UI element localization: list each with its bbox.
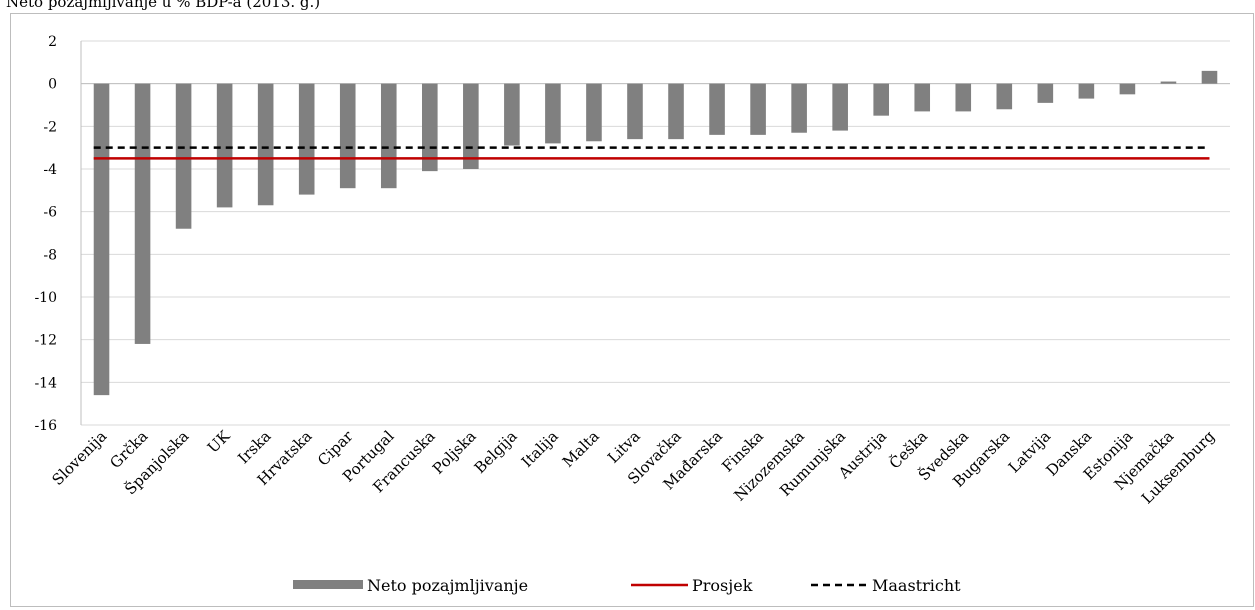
- bar-mađarska: [709, 83, 725, 135]
- x-tick-label: Luksemburg: [1138, 427, 1219, 508]
- bar-nizozemska: [791, 83, 807, 133]
- y-tick-label: -16: [34, 418, 57, 434]
- bar-poljska: [463, 83, 479, 169]
- y-tick-label: -6: [43, 205, 57, 221]
- bar-grčka: [134, 83, 151, 344]
- bar-irska: [257, 83, 274, 206]
- y-tick-label: -4: [43, 162, 57, 178]
- y-tick-labels: 2 0 -2 -4 -6 -8 -10 -12 -14 -16: [34, 34, 57, 434]
- bar-latvija: [1037, 83, 1054, 103]
- bar-italija: [545, 83, 561, 144]
- gridlines: [80, 40, 1230, 426]
- chart-caption-fragment: Neto pozajmljivanje u % BDP-a (2013. g.): [6, 0, 321, 11]
- bar-portugal: [380, 83, 397, 189]
- y-tick-label: 0: [48, 77, 57, 93]
- bar-chart: 2 0 -2 -4 -6 -8 -10 -12 -14 -16 SlovenijaGrčkaŠpa…: [34, 34, 1230, 595]
- bar-francuska: [422, 83, 438, 172]
- bar-španjolska: [175, 83, 192, 229]
- x-tick-label: Belgija: [471, 427, 521, 477]
- bar-luksemburg: [1201, 70, 1218, 84]
- y-tick-label: -2: [43, 119, 57, 135]
- y-tick-label: -12: [34, 333, 57, 349]
- bars: [93, 70, 1218, 396]
- legend-label: Prosjek: [692, 576, 753, 595]
- bar-belgija: [504, 83, 520, 146]
- x-tick-label: Slovenija: [48, 427, 110, 489]
- bar-cipar: [339, 83, 356, 189]
- y-tick-label: 2: [48, 34, 57, 50]
- x-tick-label: Poljska: [429, 427, 480, 478]
- bar-slovačka: [668, 83, 684, 140]
- legend-swatch: [293, 580, 363, 589]
- y-tick-label: -8: [43, 247, 57, 263]
- bar-hrvatska: [298, 83, 315, 195]
- bar-estonija: [1119, 83, 1136, 95]
- legend-label: Neto pozajmljivanje: [367, 576, 528, 595]
- bar-slovenija: [93, 83, 110, 396]
- bar-austrija: [873, 83, 889, 116]
- bar-malta: [586, 83, 602, 142]
- bar-litva: [627, 83, 643, 140]
- reference-lines: [93, 146, 1210, 160]
- chart-frame: 2 0 -2 -4 -6 -8 -10 -12 -14 -16 Slovenija Grčka Špa…: [10, 13, 1254, 607]
- x-tick-label: Italija: [518, 427, 562, 471]
- legend: Neto pozajmljivanje Prosjek Maastricht: [293, 576, 961, 595]
- x-tick-label: Malta: [559, 427, 603, 471]
- bar-rumunjska: [832, 83, 848, 131]
- y-tick-label: -10: [34, 290, 57, 306]
- bar-švedska: [955, 83, 972, 112]
- bar-uk: [216, 83, 233, 208]
- x-tick-label: UK: [204, 427, 234, 457]
- bar-danska: [1078, 83, 1095, 99]
- bar-njemačka: [1160, 81, 1177, 84]
- bar-bugarska: [996, 83, 1013, 110]
- bar-češka: [914, 83, 931, 112]
- y-tick-label: -14: [34, 375, 57, 391]
- legend-label: Maastricht: [872, 576, 961, 595]
- bar-finska: [750, 83, 766, 135]
